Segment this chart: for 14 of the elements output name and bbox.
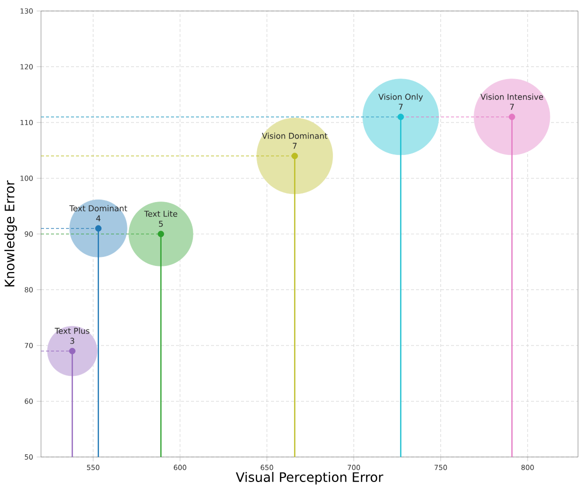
data-label: 7 xyxy=(510,104,514,110)
series-label: Text Plus xyxy=(54,328,90,334)
data-label: 3 xyxy=(70,338,74,344)
data-label: 4 xyxy=(96,215,100,222)
data-label: 7 xyxy=(398,104,403,110)
x-axis-title: Visual Perception Error xyxy=(236,472,384,485)
data-label: 5 xyxy=(158,220,163,227)
series-label: Text Dominant xyxy=(69,205,128,212)
data-label: 7 xyxy=(292,142,297,149)
series-label: Text Lite xyxy=(144,210,178,217)
series-label: Vision Intensive xyxy=(480,94,544,100)
y-axis-title: Knowledge Error xyxy=(4,180,17,286)
series-label: Vision Dominant xyxy=(262,132,328,139)
series-label: Vision Only xyxy=(378,94,423,102)
